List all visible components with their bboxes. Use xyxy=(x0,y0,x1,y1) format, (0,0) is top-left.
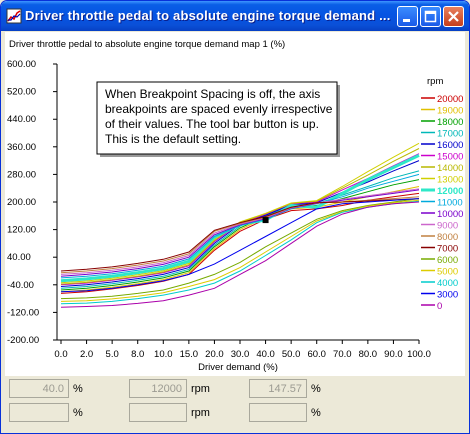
x-tick-label: 80.0 xyxy=(359,349,378,360)
legend-label-6000: 6000 xyxy=(437,255,458,266)
series-line-4000[interactable] xyxy=(60,200,420,305)
z-unit-label: % xyxy=(311,383,321,395)
chart-title: Driver throttle pedal to absolute engine… xyxy=(9,39,285,50)
y-tick-label: 440.00 xyxy=(7,114,36,125)
x-tick-label: 60.0 xyxy=(307,349,326,360)
status-panel: 40.0 % 12000 rpm 147.57 % % rpm % xyxy=(5,377,465,429)
legend-label-9000: 9000 xyxy=(437,221,458,232)
minimize-icon xyxy=(403,19,410,22)
series-line-13000[interactable] xyxy=(60,142,420,284)
tooltip-line: When Breakpoint Spacing is off, the axis xyxy=(105,87,320,101)
series-line-17000[interactable] xyxy=(60,170,420,289)
legend-label-14000: 14000 xyxy=(437,163,463,174)
rpm-value-field-2[interactable] xyxy=(129,403,187,422)
x-unit-label-2: % xyxy=(73,407,83,419)
y-tick-label: 40.00 xyxy=(7,252,31,263)
series-line-11000[interactable] xyxy=(60,173,420,279)
tooltip-box xyxy=(96,81,338,155)
legend-label-5000: 5000 xyxy=(437,267,458,278)
legend-label-20000: 20000 xyxy=(437,94,463,105)
series-line-7000[interactable] xyxy=(60,198,420,272)
x-value-field-2[interactable] xyxy=(9,403,69,422)
x-tick-label: 70.0 xyxy=(333,349,352,360)
x-tick-label: 2.0 xyxy=(80,349,93,360)
x-tick-label: 5.0 xyxy=(106,349,119,360)
series-line-5000[interactable] xyxy=(60,199,420,302)
x-unit-label: % xyxy=(73,383,83,395)
y-tick-label: 120.00 xyxy=(7,225,36,236)
z-unit-label-2: % xyxy=(311,407,321,419)
x-tick-label: 30.0 xyxy=(231,349,250,360)
legend-label-18000: 18000 xyxy=(437,117,463,128)
legend-label-4000: 4000 xyxy=(437,278,458,289)
z-value-field-2[interactable] xyxy=(249,403,307,422)
rpm-unit-label-2: rpm xyxy=(191,407,210,419)
tooltip-line: This is the default setting. xyxy=(105,132,241,146)
x-axis-label: Driver demand (%) xyxy=(198,362,278,373)
y-tick-label: 600.00 xyxy=(7,59,36,70)
x-tick-label: 10.0 xyxy=(154,349,173,360)
x-tick-label: 90.0 xyxy=(384,349,403,360)
legend-label-11000: 11000 xyxy=(437,198,463,209)
legend-label-7000: 7000 xyxy=(437,244,458,255)
close-icon xyxy=(448,11,459,22)
z-value-field[interactable]: 147.57 xyxy=(249,379,307,398)
x-tick-label: 0.0 xyxy=(54,349,67,360)
legend-label-0: 0 xyxy=(437,301,442,312)
title-bar[interactable]: Driver throttle pedal to absolute engine… xyxy=(1,1,469,31)
series-line-10000[interactable] xyxy=(60,189,420,277)
y-tick-label: 280.00 xyxy=(7,169,36,180)
minimize-button[interactable] xyxy=(397,6,418,27)
y-tick-label: 520.00 xyxy=(7,87,36,98)
series-line-19000[interactable] xyxy=(60,186,420,293)
x-tick-label: 8.0 xyxy=(131,349,144,360)
x-tick-label: 100.0 xyxy=(407,349,431,360)
window-title: Driver throttle pedal to absolute engine… xyxy=(25,8,391,23)
maximize-icon xyxy=(424,10,437,23)
y-tick-label: 360.00 xyxy=(7,142,36,153)
y-tick-label: -200.00 xyxy=(7,335,39,346)
y-tick-label: -120.00 xyxy=(7,307,39,318)
legend-label-17000: 17000 xyxy=(437,129,463,140)
y-tick-label: -40.00 xyxy=(7,280,34,291)
legend-label-13000: 13000 xyxy=(437,175,463,186)
legend-label-19000: 19000 xyxy=(437,106,463,117)
x-tick-label: 20.0 xyxy=(205,349,224,360)
legend-label-16000: 16000 xyxy=(437,140,463,151)
series-line-3000[interactable] xyxy=(60,198,420,293)
legend-label-10000: 10000 xyxy=(437,209,463,220)
series-line-18000[interactable] xyxy=(60,179,420,291)
legend-title: rpm xyxy=(427,76,443,87)
x-tick-label: 40.0 xyxy=(256,349,275,360)
x-value-field[interactable]: 40.0 xyxy=(9,379,69,398)
tooltip-line: of their values. The tool bar button is … xyxy=(105,117,319,131)
plot-area[interactable]: Driver throttle pedal to absolute engine… xyxy=(5,32,465,376)
tooltip-line: breakpoints are spaced evenly irrespecti… xyxy=(105,102,333,116)
legend-label-3000: 3000 xyxy=(437,290,458,301)
chart-svg[interactable]: Driver throttle pedal to absolute engine… xyxy=(5,32,465,376)
series-line-6000[interactable] xyxy=(60,198,420,300)
rpm-value-field[interactable]: 12000 xyxy=(129,379,187,398)
chart-window-icon xyxy=(6,8,22,24)
series-line-20000[interactable] xyxy=(60,192,420,294)
legend-label-8000: 8000 xyxy=(437,232,458,243)
series-line-14000[interactable] xyxy=(60,148,420,285)
x-tick-label: 15.0 xyxy=(180,349,199,360)
legend-label-12000: 12000 xyxy=(437,186,463,197)
maximize-button[interactable] xyxy=(420,6,441,27)
rpm-unit-label: rpm xyxy=(191,383,210,395)
series-line-0[interactable] xyxy=(60,201,420,308)
cursor-marker[interactable] xyxy=(262,217,269,224)
x-tick-label: 50.0 xyxy=(282,349,301,360)
series-line-9000[interactable] xyxy=(60,188,420,275)
close-button[interactable] xyxy=(443,6,464,27)
y-tick-label: 200.00 xyxy=(7,197,36,208)
legend-label-15000: 15000 xyxy=(437,152,463,163)
